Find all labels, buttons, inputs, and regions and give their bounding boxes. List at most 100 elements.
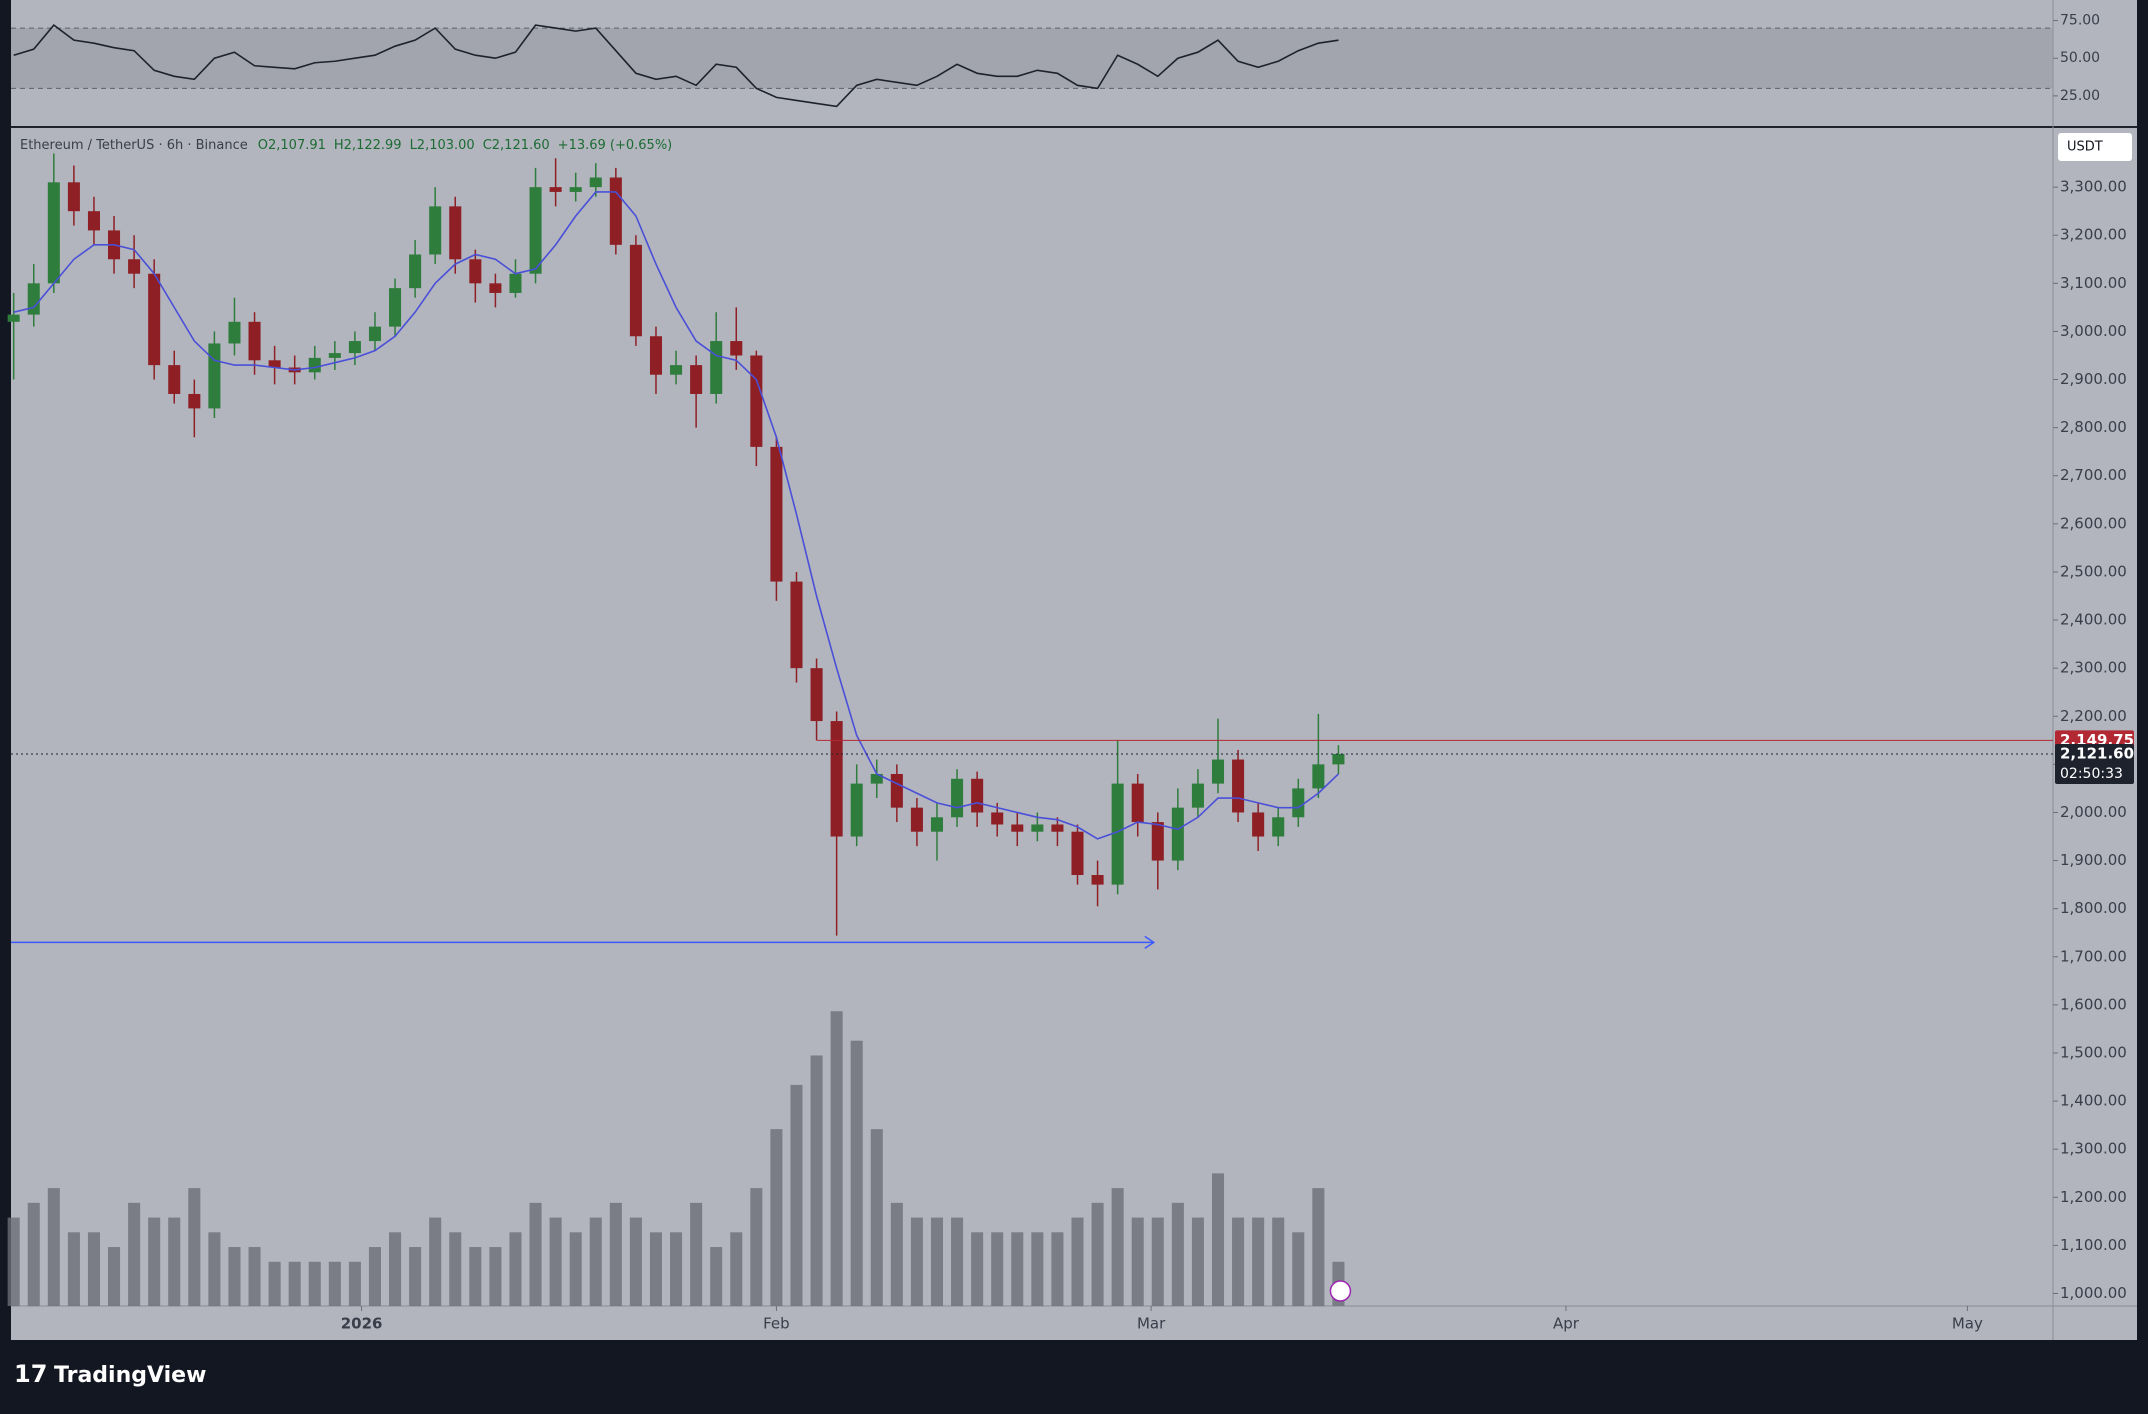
candle-body <box>549 187 562 192</box>
candle-body <box>208 343 221 409</box>
candle-body <box>389 288 402 327</box>
candle-body <box>971 778 984 813</box>
candle-body <box>569 187 582 192</box>
volume-bar <box>47 1188 60 1306</box>
time-tick-label: Feb <box>763 1315 790 1333</box>
candle-body <box>1011 824 1024 832</box>
volume-bar <box>730 1232 743 1306</box>
price-tick-label: 1,300.00 <box>2060 1140 2127 1158</box>
volume-bar <box>67 1232 80 1306</box>
volume-bar <box>389 1232 402 1306</box>
volume-bar <box>1292 1232 1305 1306</box>
price-tick-label: 2,000.00 <box>2060 803 2127 821</box>
candle-body <box>47 182 60 284</box>
candle-body <box>750 355 763 447</box>
candle-body <box>27 283 40 315</box>
symbol-title: Ethereum / TetherUS · 6h · Binance O2,107… <box>20 138 672 153</box>
price-label-box <box>2055 743 2134 784</box>
volume-bar <box>1171 1202 1184 1306</box>
candle-body <box>1091 874 1104 885</box>
candle-body <box>328 353 341 358</box>
candle-body <box>951 778 964 818</box>
volume-bar <box>790 1084 803 1306</box>
candle-body <box>991 812 1004 825</box>
volume-bar <box>529 1202 542 1306</box>
volume-bar <box>429 1217 442 1306</box>
candle-body <box>670 365 683 375</box>
time-tick-label: Mar <box>1137 1315 1166 1333</box>
volume-bar <box>248 1247 261 1306</box>
volume-bar <box>1151 1217 1164 1306</box>
volume-bar <box>1051 1232 1064 1306</box>
volume-bar <box>930 1217 944 1306</box>
ohlc-open: O2,107.91 <box>258 138 326 153</box>
countdown: 02:50:33 <box>2060 766 2123 782</box>
volume-bar <box>1272 1217 1285 1306</box>
candle-body <box>1292 788 1305 818</box>
candle-body <box>890 773 903 808</box>
price-tick-label: 3,300.00 <box>2060 178 2127 196</box>
rsi-tick-label: 75.00 <box>2060 13 2100 29</box>
volume-bar <box>1131 1217 1144 1306</box>
volume-bar <box>830 1011 843 1306</box>
candle-body <box>1131 783 1144 823</box>
time-tick-label: May <box>1952 1315 1983 1333</box>
volume-bar <box>489 1247 502 1306</box>
price-tick-label: 2,700.00 <box>2060 466 2127 484</box>
symbol: Ethereum / TetherUS · 6h · Binance <box>20 138 248 153</box>
candle-body <box>629 244 642 337</box>
rsi-band <box>11 28 2053 89</box>
price-tick-label: 2,900.00 <box>2060 370 2127 388</box>
price-tick-label: 2,400.00 <box>2060 611 2127 629</box>
volume-bar <box>971 1232 984 1306</box>
brand: TradingView <box>54 1363 206 1388</box>
candle-body <box>930 817 944 832</box>
candle-body <box>730 341 743 356</box>
volume-bar <box>1211 1173 1225 1306</box>
volume-bar <box>27 1202 40 1306</box>
volume-bar <box>609 1202 622 1306</box>
price-tick-label: 1,900.00 <box>2060 851 2127 869</box>
candle-body <box>850 783 863 837</box>
volume-bar <box>148 1217 161 1306</box>
volume-bar <box>750 1188 763 1306</box>
volume-bar <box>128 1202 141 1306</box>
ohlc-change: +13.69 (+0.65%) <box>558 138 673 153</box>
candle-body <box>870 773 883 784</box>
volume-bar <box>348 1261 361 1306</box>
candle-body <box>368 326 381 342</box>
price-tick-label: 3,200.00 <box>2060 226 2127 244</box>
volume-bar <box>328 1261 341 1306</box>
ohlc-low: L2,103.00 <box>410 138 475 153</box>
volume-bar <box>1232 1217 1245 1306</box>
candle-body <box>589 177 602 188</box>
ohlc-high: H2,122.99 <box>334 138 402 153</box>
candle-body <box>1211 759 1225 784</box>
candle-body <box>1171 807 1184 861</box>
volume-bar <box>449 1232 462 1306</box>
candle-body <box>609 177 622 245</box>
candle-body <box>67 182 80 212</box>
price-tick-label: 1,700.00 <box>2060 947 2127 965</box>
volume-bar <box>850 1040 863 1306</box>
volume-bar <box>1312 1188 1325 1306</box>
price-tick-label: 2,600.00 <box>2060 514 2127 532</box>
volume-bar <box>649 1232 663 1306</box>
candle-body <box>409 254 422 289</box>
candle-body <box>87 211 100 231</box>
volume-bar <box>188 1188 201 1306</box>
currency[interactable]: USDT <box>2067 140 2103 155</box>
candle-body <box>1051 824 1064 832</box>
price-tick-label: 1,400.00 <box>2060 1092 2127 1110</box>
candle-body <box>1232 759 1245 813</box>
candle-body <box>1151 822 1164 861</box>
candle-body <box>449 206 462 260</box>
price-label: 2,121.60 <box>2060 744 2134 762</box>
candle-body <box>509 273 522 293</box>
candle-body <box>810 668 823 722</box>
volume-bar <box>670 1232 683 1306</box>
volume-bar <box>368 1247 381 1306</box>
currency-button[interactable] <box>2058 133 2132 161</box>
time-tick-label: 2026 <box>341 1315 383 1333</box>
